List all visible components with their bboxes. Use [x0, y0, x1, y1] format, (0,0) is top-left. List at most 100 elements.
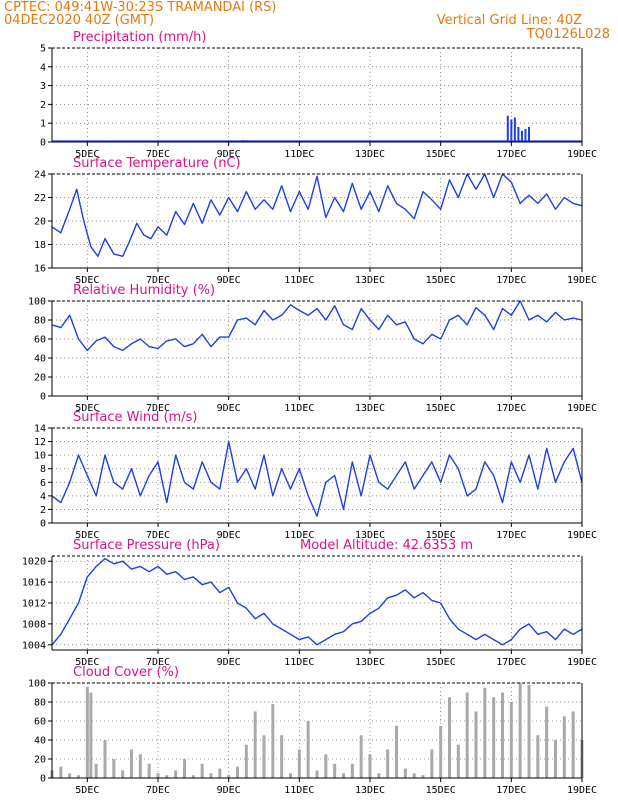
x-tick-label: 15DEC: [426, 275, 456, 286]
cloud-bar: [333, 763, 337, 778]
x-tick-label: 7DEC: [146, 657, 170, 668]
cloud-bar: [342, 773, 345, 778]
cloud-bar: [359, 735, 363, 778]
y-tick-label: 0: [40, 774, 46, 785]
y-tick-label: 18: [34, 240, 46, 251]
cloud-bar: [121, 770, 125, 778]
cloud-bar: [474, 711, 478, 778]
y-tick-label: 1016: [22, 578, 46, 589]
series-line: [51, 440, 583, 517]
x-tick-label: 17DEC: [496, 403, 526, 414]
cloud-bar: [183, 759, 186, 778]
cloud-bar: [209, 773, 213, 778]
run-date: 04DEC2020 40Z (GMT): [4, 13, 155, 28]
x-tick-label: 5DEC: [75, 657, 99, 668]
cloud-bar: [518, 683, 522, 778]
x-tick-label: 13DEC: [355, 149, 385, 160]
series-line: [51, 557, 583, 646]
x-tick-label: 11DEC: [284, 275, 314, 286]
cloud-bar: [368, 754, 372, 778]
x-tick-label: 13DEC: [355, 657, 385, 668]
cloud-bar: [306, 721, 310, 778]
y-tick-label: 40: [34, 354, 46, 365]
y-tick-label: 22: [34, 193, 46, 204]
x-tick-label: 19DEC: [567, 403, 597, 414]
panel-title: Precipitation (mm/h): [73, 30, 206, 45]
cloud-bar: [77, 775, 80, 778]
panel-4: 1004 1008 1012 1016 1020 5DEC 7DEC 9DEC 11DEC 13D…: [22, 538, 597, 668]
cloud-bar: [430, 749, 434, 778]
x-tick-label: 17DEC: [496, 785, 526, 796]
y-tick-label: 1004: [22, 640, 46, 651]
panel-1: 16 18 20 22 24 5DEC 7DEC 9DEC 11DEC 13DEC 15DEC 17D…: [34, 156, 597, 286]
cloud-bar: [262, 735, 266, 778]
station-header: CPTEC: 049:41W-30:23S TRAMANDAI (RS): [4, 0, 277, 15]
cloud-bar: [456, 744, 460, 778]
y-tick-label: 60: [34, 717, 46, 728]
x-tick-label: 7DEC: [146, 275, 170, 286]
x-tick-label: 19DEC: [567, 785, 597, 796]
cloud-bar: [289, 773, 292, 778]
cloud-bar: [112, 759, 116, 778]
cloud-bar: [448, 697, 451, 778]
y-tick-label: 2: [40, 505, 46, 516]
panel-title: Surface Pressure (hPa): [73, 538, 220, 553]
x-tick-label: 5DEC: [75, 275, 99, 286]
y-tick-label: 12: [34, 437, 46, 448]
y-tick-label: 0: [40, 138, 46, 149]
series-line: [51, 300, 583, 352]
model-altitude: Model Altitude: 42.6353 m: [300, 538, 473, 553]
precip-bar: [506, 115, 509, 142]
cloud-bar: [236, 766, 239, 778]
y-tick-label: 60: [34, 335, 46, 346]
x-tick-label: 11DEC: [284, 785, 314, 796]
y-tick-label: 1012: [22, 599, 46, 610]
y-tick-label: 2: [40, 100, 46, 111]
cloud-bar: [350, 763, 354, 778]
y-tick-label: 0: [40, 519, 46, 530]
y-tick-label: 20: [34, 755, 46, 766]
cloud-bar: [200, 763, 204, 778]
x-tick-label: 15DEC: [426, 530, 456, 541]
x-tick-label: 17DEC: [496, 149, 526, 160]
cloud-bar: [227, 775, 231, 778]
y-tick-label: 40: [34, 736, 46, 747]
panel-2: 0 20 40 60 80 100 5DEC 7DEC 9DEC 11DEC 13DEC 15DEC 1…: [28, 283, 597, 414]
cloud-bar: [59, 766, 63, 778]
precip-bar: [513, 117, 516, 142]
cloud-bar: [156, 773, 160, 778]
x-tick-label: 17DEC: [496, 275, 526, 286]
cloud-bar: [280, 735, 284, 778]
cloud-bar: [465, 692, 469, 778]
cloud-bar: [509, 702, 513, 778]
cloud-bar: [297, 749, 301, 778]
y-tick-label: 20: [34, 373, 46, 384]
x-tick-label: 5DEC: [75, 785, 99, 796]
cloud-bar: [85, 686, 89, 778]
cloud-bar: [421, 775, 425, 778]
cloud-bar: [244, 744, 248, 778]
x-tick-label: 9DEC: [217, 403, 241, 414]
panel-3: 0 2 4 6 8 10 12 14 5DEC 7DEC 9DEC 11DEC 13DEC 15DEC 17…: [34, 410, 597, 541]
x-tick-label: 7DEC: [146, 403, 170, 414]
x-tick-label: 13DEC: [355, 275, 385, 286]
x-tick-label: 13DEC: [355, 785, 385, 796]
y-tick-label: 1008: [22, 619, 46, 630]
x-tick-label: 17DEC: [496, 657, 526, 668]
x-tick-label: 5DEC: [75, 149, 99, 160]
precip-bar: [510, 119, 513, 142]
x-tick-label: 7DEC: [146, 785, 170, 796]
cloud-bar: [324, 754, 328, 778]
cloud-bar: [94, 763, 98, 778]
cloud-bar: [501, 692, 504, 778]
cloud-bar: [271, 703, 275, 778]
y-tick-label: 10: [34, 451, 46, 462]
panel-5: 0 20 40 60 80 100 5DEC 7DEC 9DEC 11DEC 13DEC 15DEC 1…: [28, 665, 597, 796]
y-tick-label: 6: [40, 478, 46, 489]
cloud-bar: [377, 773, 381, 778]
y-tick-label: 5: [40, 44, 46, 55]
x-tick-label: 9DEC: [217, 149, 241, 160]
x-tick-label: 15DEC: [426, 657, 456, 668]
cloud-bar: [412, 773, 416, 778]
